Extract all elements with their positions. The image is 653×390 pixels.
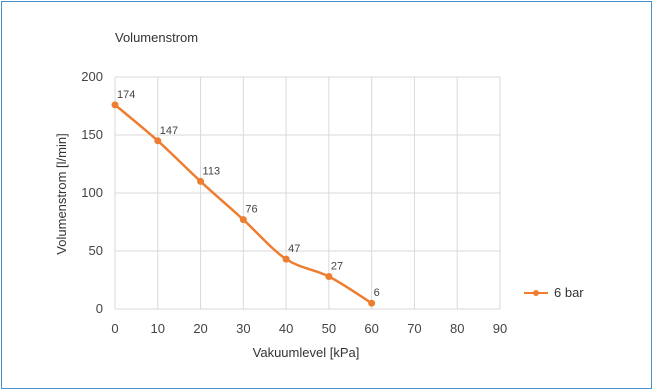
legend-dot-marker bbox=[533, 290, 539, 296]
x-tick-label: 80 bbox=[450, 321, 464, 336]
data-point[interactable] bbox=[325, 273, 333, 281]
y-tick-label: 50 bbox=[89, 243, 103, 258]
y-axis-ticks: 0 50 100 150 200 bbox=[81, 69, 103, 316]
y-tick-label: 0 bbox=[96, 301, 103, 316]
data-label: 113 bbox=[203, 165, 221, 177]
y-tick-label: 100 bbox=[81, 185, 103, 200]
data-point[interactable] bbox=[368, 299, 376, 307]
data-label: 147 bbox=[160, 125, 178, 137]
x-tick-label: 20 bbox=[193, 321, 207, 336]
x-tick-label: 10 bbox=[151, 321, 165, 336]
legend[interactable]: 6 bar bbox=[524, 285, 584, 300]
data-point[interactable] bbox=[282, 255, 290, 263]
data-label: 27 bbox=[331, 261, 343, 273]
data-label: 174 bbox=[117, 89, 135, 101]
gridlines bbox=[114, 76, 501, 310]
x-axis-label: Vakuumlevel [kPa] bbox=[253, 345, 360, 360]
chart-title: Volumenstrom bbox=[115, 30, 198, 45]
x-tick-label: 60 bbox=[364, 321, 378, 336]
y-tick-label: 150 bbox=[81, 127, 103, 142]
data-point[interactable] bbox=[154, 137, 162, 145]
x-tick-label: 0 bbox=[111, 321, 118, 336]
series-group: 174 147 113 76 47 27 6 bbox=[111, 89, 380, 307]
x-axis-ticks: 0 10 20 30 40 50 60 70 80 90 bbox=[111, 321, 507, 336]
data-point[interactable] bbox=[111, 101, 119, 109]
x-tick-label: 30 bbox=[236, 321, 250, 336]
y-axis-label: Volumenstrom [l/min] bbox=[54, 133, 69, 254]
x-tick-label: 90 bbox=[493, 321, 507, 336]
x-tick-label: 70 bbox=[407, 321, 421, 336]
data-label: 47 bbox=[288, 243, 300, 255]
data-label: 76 bbox=[245, 204, 257, 216]
data-point[interactable] bbox=[197, 177, 205, 185]
data-point[interactable] bbox=[239, 216, 247, 224]
x-tick-label: 40 bbox=[279, 321, 293, 336]
y-tick-label: 200 bbox=[81, 69, 103, 84]
x-tick-label: 50 bbox=[322, 321, 336, 336]
data-label: 6 bbox=[374, 287, 380, 299]
legend-label: 6 bar bbox=[554, 285, 584, 300]
